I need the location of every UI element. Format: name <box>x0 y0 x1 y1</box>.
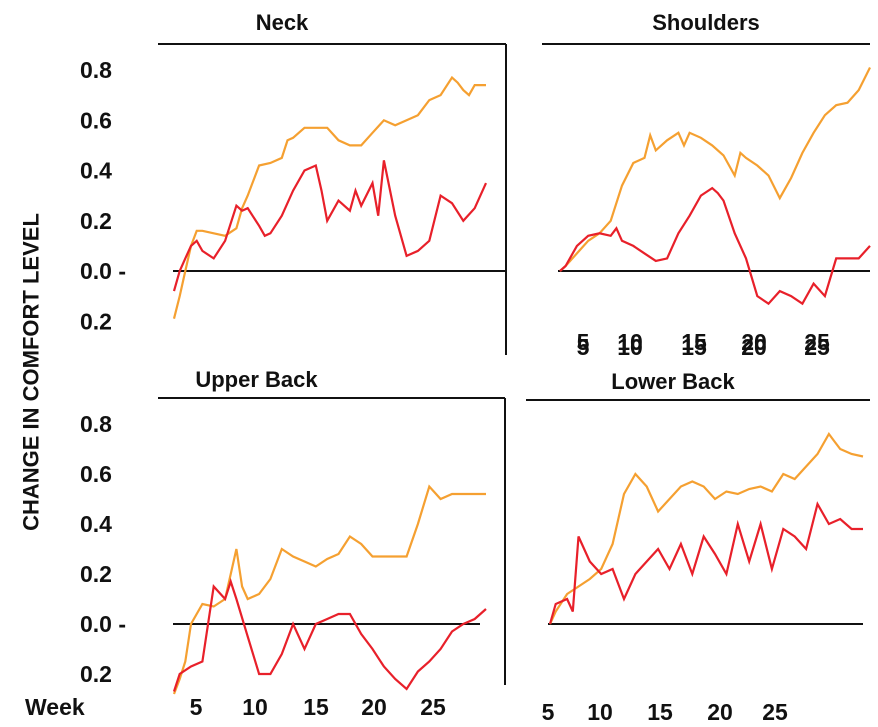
x-tick-label: 5 <box>577 329 590 355</box>
y-tick-label: 0.2 <box>80 308 112 334</box>
panel-title: Neck <box>256 10 309 35</box>
y-tick-label: 0.2 <box>80 208 112 234</box>
x-tick-label: 20 <box>707 699 733 725</box>
panel-title: Shoulders <box>652 10 760 35</box>
x-tick-label: 5 <box>190 694 203 720</box>
x-tick-label: 10 <box>617 334 643 360</box>
x-tick-label: 5 <box>542 699 555 725</box>
y-tick-label: 0.4 <box>80 158 112 184</box>
orange-series-line <box>548 431 864 625</box>
orange-series-line <box>559 67 871 272</box>
panel-lower-back: Lower Back 5 10 15 20 25 <box>526 369 870 725</box>
x-tick-label: 25 <box>420 694 446 720</box>
y-tick-label: 0.8 <box>80 411 112 437</box>
x-tick-label: 20 <box>361 694 387 720</box>
panel-shoulders: Shoulders 5 10 15 20 25 <box>542 10 871 360</box>
x-axis-label: Week <box>25 694 85 720</box>
x-tick-label: 5 <box>577 334 590 360</box>
x-tick-label: 20 <box>741 334 767 360</box>
x-tick-label: 25 <box>762 699 788 725</box>
x-tick-label: 15 <box>647 699 673 725</box>
red-series-line <box>548 501 863 625</box>
red-series-line <box>172 160 488 292</box>
panel-title: Upper Back <box>195 367 318 392</box>
x-tick-label: 10 <box>242 694 268 720</box>
x-tick-label: 10 <box>587 699 613 725</box>
y-tick-label: 0.6 <box>80 461 112 487</box>
x-tick-label: 10 <box>617 329 643 355</box>
x-tick-label: 15 <box>681 334 707 360</box>
red-series-line <box>559 186 871 306</box>
y-axis-label: CHANGE IN COMFORT LEVEL <box>19 213 44 531</box>
x-tick-label: 20 <box>741 329 767 355</box>
x-tick-label: 25 <box>804 334 830 360</box>
y-tick-label: 0.0 - <box>80 258 126 284</box>
x-tick-label: 25 <box>804 329 830 355</box>
y-tick-label: 0.6 <box>80 107 112 133</box>
red-series-line <box>172 577 487 692</box>
x-tick-label: 15 <box>303 694 329 720</box>
y-tick-label: 0.2 <box>80 561 112 587</box>
panel-neck: Neck 0.8 0.6 0.4 0.2 0.0 - 0.2 5 10 15 20 25 <box>80 10 830 355</box>
x-tick-label: 15 <box>681 329 707 355</box>
y-tick-label: 0.0 - <box>80 611 126 637</box>
y-tick-label: 0.2 <box>80 661 112 687</box>
orange-series-line <box>172 484 486 695</box>
panel-title: Lower Back <box>611 369 735 394</box>
y-tick-label: 0.8 <box>80 57 112 83</box>
y-tick-label: 0.4 <box>80 511 112 537</box>
panel-upper-back: Upper Back 0.8 0.6 0.4 0.2 0.0 - 0.2 5 10 15 20 25 <box>80 367 506 720</box>
orange-series-line <box>172 75 486 319</box>
